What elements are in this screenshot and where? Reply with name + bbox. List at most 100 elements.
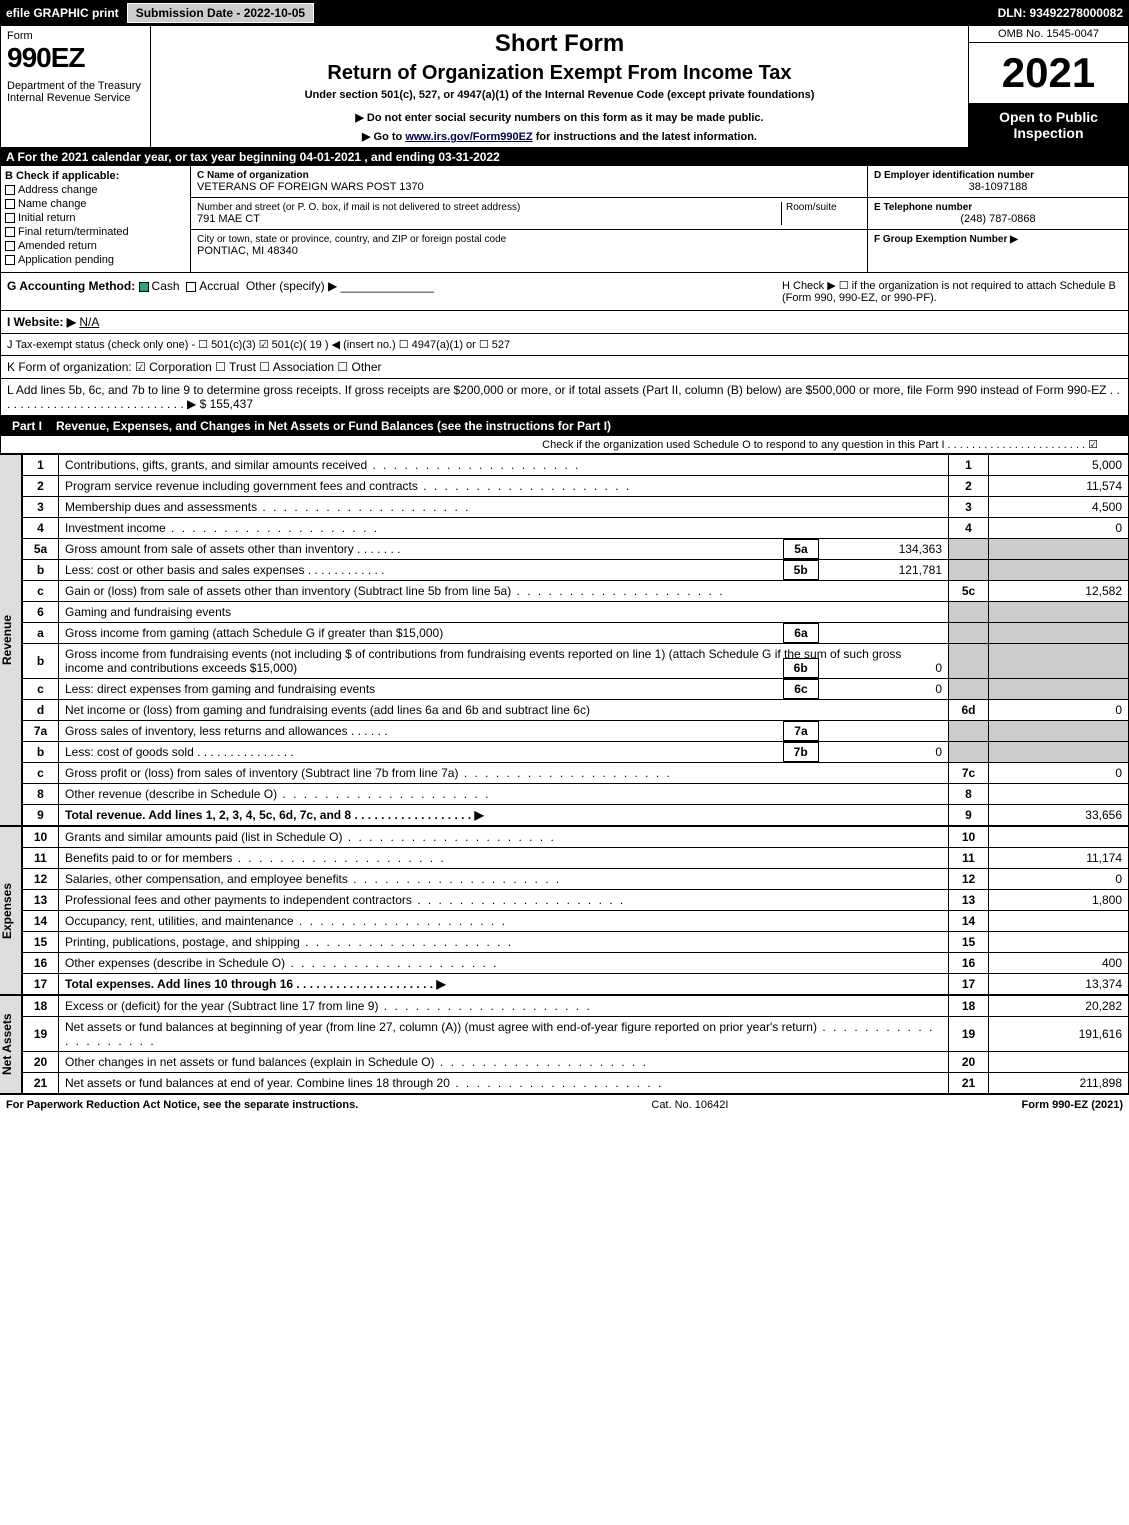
line-desc: Other changes in net assets or fund bala… (59, 1052, 949, 1073)
line-rval (989, 827, 1129, 848)
line-desc: Gross amount from sale of assets other t… (59, 539, 949, 560)
footer-right: Form 990-EZ (2021) (1022, 1099, 1123, 1111)
line-18: 18Excess or (deficit) for the year (Subt… (23, 996, 1129, 1017)
row-j-tax-exempt: J Tax-exempt status (check only one) - ☐… (0, 334, 1129, 356)
line-rval: 12,582 (989, 581, 1129, 602)
line-rnum: 9 (949, 805, 989, 826)
line-rval: 11,174 (989, 848, 1129, 869)
line-desc: Contributions, gifts, grants, and simila… (59, 455, 949, 476)
goto-link[interactable]: www.irs.gov/Form990EZ (405, 131, 532, 143)
line-rval (989, 784, 1129, 805)
line-5b: bLess: cost or other basis and sales exp… (23, 560, 1129, 581)
line-rnum: 4 (949, 518, 989, 539)
line-rnum: 6d (949, 700, 989, 721)
group-exempt-label: F Group Exemption Number ▶ (874, 234, 1122, 245)
line-desc: Gross income from gaming (attach Schedul… (59, 623, 949, 644)
line-rnum: 18 (949, 996, 989, 1017)
line-rval: 13,374 (989, 974, 1129, 995)
line-rnum: 21 (949, 1073, 989, 1094)
line-desc: Less: cost or other basis and sales expe… (59, 560, 949, 581)
line-7b: bLess: cost of goods sold . . . . . . . … (23, 742, 1129, 763)
line-desc: Benefits paid to or for members (59, 848, 949, 869)
chk-name-change[interactable]: Name change (5, 198, 186, 210)
line-desc: Net assets or fund balances at beginning… (59, 1017, 949, 1052)
phone-val: (248) 787-0868 (874, 213, 1122, 225)
do-not-enter: ▶ Do not enter social security numbers o… (159, 111, 960, 124)
line-8: 8Other revenue (describe in Schedule O)8 (23, 784, 1129, 805)
street-label: Number and street (or P. O. box, if mail… (197, 202, 781, 213)
netassets-section: Net Assets 18Excess or (deficit) for the… (0, 995, 1129, 1094)
dept-label: Department of the Treasury Internal Reve… (7, 80, 144, 104)
dln-label: DLN: 93492278000082 (998, 6, 1123, 20)
row-a-tax-year: A For the 2021 calendar year, or tax yea… (0, 148, 1129, 166)
line-5c: cGain or (loss) from sale of assets othe… (23, 581, 1129, 602)
org-name-row: C Name of organization VETERANS OF FOREI… (191, 166, 867, 198)
line-rnum: 11 (949, 848, 989, 869)
line-rnum: 12 (949, 869, 989, 890)
line-desc: Program service revenue including govern… (59, 476, 949, 497)
chk-label: Address change (18, 184, 98, 196)
line-rval: 211,898 (989, 1073, 1129, 1094)
line-17: 17Total expenses. Add lines 10 through 1… (23, 974, 1129, 995)
chk-final-return[interactable]: Final return/terminated (5, 226, 186, 238)
line-10: 10Grants and similar amounts paid (list … (23, 827, 1129, 848)
ein-label: D Employer identification number (874, 170, 1122, 181)
line-rval: 11,574 (989, 476, 1129, 497)
line-desc: Gross income from fundraising events (no… (59, 644, 949, 679)
row-gh: G Accounting Method: Cash Accrual Other … (0, 273, 1129, 311)
line-rnum: 16 (949, 953, 989, 974)
g-label: G Accounting Method: (7, 279, 135, 293)
chk-address-change[interactable]: Address change (5, 184, 186, 196)
chk-accrual[interactable] (186, 282, 196, 292)
revenue-side-label: Revenue (0, 454, 22, 826)
row-l-gross-receipts: L Add lines 5b, 6c, and 7b to line 9 to … (0, 379, 1129, 416)
group-exempt-row: F Group Exemption Number ▶ (868, 230, 1128, 249)
line-desc: Net assets or fund balances at end of ye… (59, 1073, 949, 1094)
chk-amended-return[interactable]: Amended return (5, 240, 186, 252)
part1-header: Part I Revenue, Expenses, and Changes in… (0, 416, 1129, 436)
under-section: Under section 501(c), 527, or 4947(a)(1)… (159, 89, 960, 101)
row-k-org-form: K Form of organization: ☑ Corporation ☐ … (0, 356, 1129, 379)
street-val: 791 MAE CT (197, 213, 781, 225)
accrual-label: Accrual (199, 279, 239, 293)
phone-label: E Telephone number (874, 202, 1122, 213)
room-label: Room/suite (781, 202, 861, 225)
line-12: 12Salaries, other compensation, and empl… (23, 869, 1129, 890)
chk-label: Final return/terminated (18, 226, 129, 238)
chk-application-pending[interactable]: Application pending (5, 254, 186, 266)
line-desc: Grants and similar amounts paid (list in… (59, 827, 949, 848)
chk-cash[interactable] (139, 282, 149, 292)
chk-initial-return[interactable]: Initial return (5, 212, 186, 224)
goto-line: ▶ Go to www.irs.gov/Form990EZ for instru… (159, 130, 960, 143)
line-desc: Excess or (deficit) for the year (Subtra… (59, 996, 949, 1017)
chk-label: Name change (18, 198, 87, 210)
line-rval (989, 1052, 1129, 1073)
line-rnum: 7c (949, 763, 989, 784)
part1-sub: Check if the organization used Schedule … (0, 436, 1129, 454)
line-rnum: 8 (949, 784, 989, 805)
cash-label: Cash (152, 279, 180, 293)
line-7c: cGross profit or (loss) from sales of in… (23, 763, 1129, 784)
expenses-section: Expenses 10Grants and similar amounts pa… (0, 826, 1129, 995)
form-number: 990EZ (7, 42, 144, 74)
line-rval: 5,000 (989, 455, 1129, 476)
row-i-website: I Website: ▶ N/A (0, 311, 1129, 334)
col-de: D Employer identification number 38-1097… (868, 166, 1128, 272)
city-label: City or town, state or province, country… (197, 234, 861, 245)
efile-label: efile GRAPHIC print (6, 6, 119, 20)
row-g: G Accounting Method: Cash Accrual Other … (7, 279, 782, 304)
line-6c: cLess: direct expenses from gaming and f… (23, 679, 1129, 700)
line-rval: 1,800 (989, 890, 1129, 911)
submission-date: Submission Date - 2022-10-05 (127, 3, 314, 23)
tax-year: 2021 (969, 43, 1128, 103)
netassets-side-label: Net Assets (0, 995, 22, 1094)
line-21: 21Net assets or fund balances at end of … (23, 1073, 1129, 1094)
line-desc: Investment income (59, 518, 949, 539)
line-rnum: 2 (949, 476, 989, 497)
line-15: 15Printing, publications, postage, and s… (23, 932, 1129, 953)
line-desc: Professional fees and other payments to … (59, 890, 949, 911)
line-rnum: 1 (949, 455, 989, 476)
col-b-checkboxes: B Check if applicable: Address change Na… (1, 166, 191, 272)
website-label: I Website: ▶ (7, 315, 76, 329)
line-desc: Total revenue. Add lines 1, 2, 3, 4, 5c,… (59, 805, 949, 826)
